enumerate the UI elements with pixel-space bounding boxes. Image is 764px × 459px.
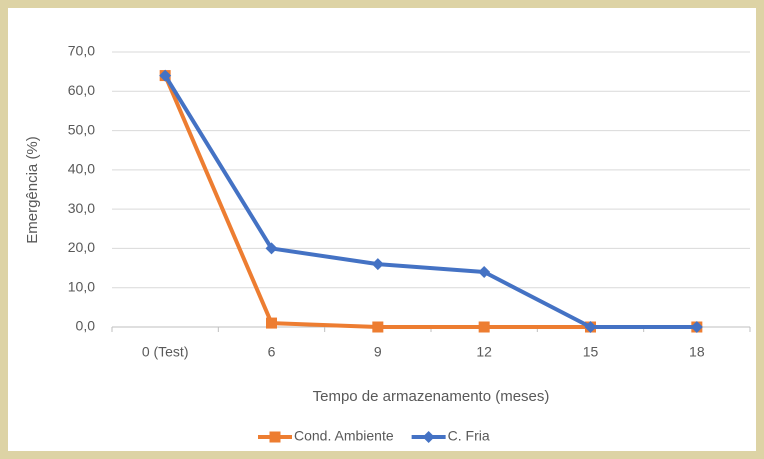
point xyxy=(159,69,172,82)
point xyxy=(478,321,490,333)
y-tick-label: 0,0 xyxy=(76,318,96,334)
series-line xyxy=(163,74,697,329)
point xyxy=(584,321,597,333)
y-tick-label: 70,0 xyxy=(68,43,95,59)
x-axis-title: Tempo de armazenamento (meses) xyxy=(313,388,550,405)
point xyxy=(372,321,384,333)
x-tick-label: 12 xyxy=(476,344,492,360)
y-tick-label: 10,0 xyxy=(68,278,95,294)
point xyxy=(478,266,491,278)
y-axis-title: Emergência (%) xyxy=(24,136,41,244)
y-tick-label: 60,0 xyxy=(68,82,95,98)
y-tick-label: 20,0 xyxy=(68,239,95,255)
x-tick-label: 9 xyxy=(374,344,382,360)
chart-area xyxy=(8,8,756,451)
y-tick-label: 50,0 xyxy=(68,121,95,137)
point xyxy=(265,242,278,255)
x-tick-label: 0 (Test) xyxy=(142,344,189,360)
point xyxy=(266,317,277,329)
x-tick-label: 18 xyxy=(689,344,705,360)
point xyxy=(371,258,384,271)
point xyxy=(690,321,703,333)
legend-label: Cond. Ambiente xyxy=(294,428,394,444)
x-tick-label: 15 xyxy=(583,344,599,360)
x-tick-label: 6 xyxy=(268,344,276,360)
legend-marker xyxy=(269,431,281,443)
legend-label: C. Fria xyxy=(448,428,490,444)
legend-marker xyxy=(422,431,435,443)
y-tick-label: 40,0 xyxy=(68,161,95,177)
y-tick-label: 30,0 xyxy=(68,200,95,216)
